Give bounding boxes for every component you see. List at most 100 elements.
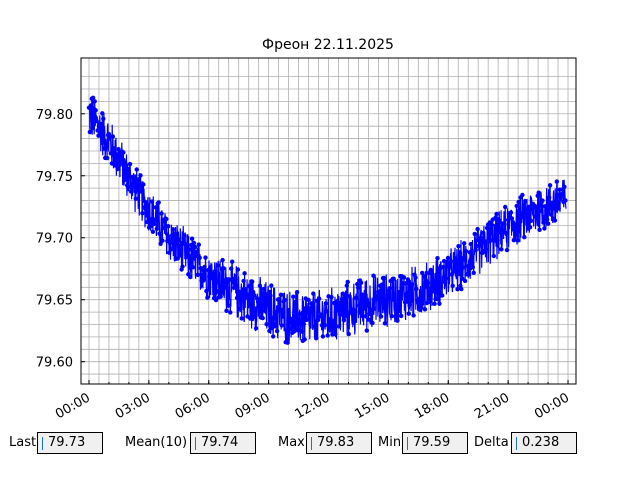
series-point — [325, 333, 330, 338]
stat-max-value[interactable]: 79.83 — [306, 432, 372, 454]
stat-delta-value[interactable]: 0.238 — [511, 432, 577, 454]
series-point — [138, 173, 143, 178]
stat-delta-label: Delta — [474, 435, 509, 450]
series-point — [111, 153, 117, 158]
series-point — [126, 185, 132, 190]
series-point — [157, 231, 162, 236]
series-point — [250, 279, 255, 284]
series-point — [190, 265, 196, 270]
series-point — [202, 264, 207, 270]
series-point — [268, 293, 273, 298]
y-tick-label: 79.60 — [36, 356, 73, 371]
series-point — [201, 268, 206, 273]
stat-last-value[interactable]: 79.73 — [37, 432, 103, 454]
series-point — [376, 289, 381, 295]
series-point — [277, 307, 283, 312]
series-point — [97, 129, 102, 134]
series-point — [200, 272, 205, 277]
series-point — [175, 256, 180, 261]
series-point — [544, 208, 549, 213]
series-point — [558, 195, 563, 200]
series-point — [353, 309, 358, 315]
series-point — [420, 292, 426, 297]
x-tick-label: 00:00 — [532, 390, 572, 422]
series-point — [194, 251, 200, 256]
series-point — [141, 182, 146, 187]
series-point — [440, 293, 445, 298]
series-point — [218, 294, 223, 299]
stat-mean-value[interactable]: 79.74 — [190, 432, 256, 454]
series-point — [291, 294, 296, 299]
series-point — [355, 281, 360, 287]
stat-min-value[interactable]: 79.59 — [402, 432, 468, 454]
series-point — [551, 206, 557, 211]
series-point — [473, 247, 478, 253]
series-point — [90, 95, 96, 101]
series-point — [502, 221, 507, 227]
series-point — [486, 234, 492, 239]
series-point — [208, 265, 213, 270]
series-point — [425, 280, 431, 285]
series-point — [253, 326, 259, 331]
series-point — [146, 208, 151, 213]
series-point — [327, 317, 332, 322]
series-point — [167, 250, 172, 255]
series-point — [259, 291, 264, 296]
series-point — [459, 286, 464, 292]
series-point — [462, 278, 468, 284]
series-point — [316, 296, 322, 301]
series-point — [511, 238, 516, 243]
series-point — [421, 274, 427, 279]
series-point — [273, 324, 279, 329]
series-point — [470, 265, 475, 270]
series-point — [413, 275, 418, 280]
series-point — [224, 308, 229, 313]
series-point — [177, 248, 182, 254]
series-point — [547, 183, 553, 188]
series-point — [196, 242, 201, 247]
series-point — [370, 320, 375, 326]
series-point — [410, 282, 415, 287]
series-point — [235, 267, 241, 272]
series-point — [237, 306, 242, 311]
series-point — [424, 300, 430, 306]
series-point — [432, 301, 437, 306]
series-point — [255, 299, 261, 304]
series-point — [345, 279, 350, 285]
series-point — [104, 144, 109, 150]
series-point — [367, 311, 372, 316]
series-point — [405, 277, 411, 282]
series-point — [382, 321, 388, 326]
series-point — [364, 328, 369, 333]
series-point — [261, 286, 266, 292]
series-point — [481, 230, 486, 235]
series-point — [411, 313, 416, 318]
series-point — [197, 255, 202, 260]
series-point — [144, 200, 149, 205]
series-point — [555, 192, 560, 197]
series-point — [100, 111, 105, 116]
series-point — [513, 232, 518, 237]
series-point — [387, 286, 392, 291]
series-point — [246, 294, 251, 299]
series-point — [479, 235, 484, 241]
x-tick-label: 00:00 — [53, 390, 93, 422]
series-point — [562, 184, 567, 189]
series-point — [132, 174, 137, 179]
series-point — [404, 291, 410, 296]
x-tick-label: 21:00 — [472, 390, 512, 422]
series-point — [301, 321, 306, 327]
series-point — [368, 307, 373, 313]
series-point — [465, 264, 471, 269]
series-point — [422, 307, 428, 312]
series-point — [320, 334, 326, 339]
series-point — [251, 293, 257, 298]
series-point — [499, 247, 504, 252]
x-tick-label: 03:00 — [113, 390, 153, 422]
series-point — [233, 283, 239, 289]
series-point — [247, 284, 252, 289]
series-point — [256, 303, 262, 309]
series-point — [151, 221, 157, 227]
series-point — [346, 331, 351, 337]
